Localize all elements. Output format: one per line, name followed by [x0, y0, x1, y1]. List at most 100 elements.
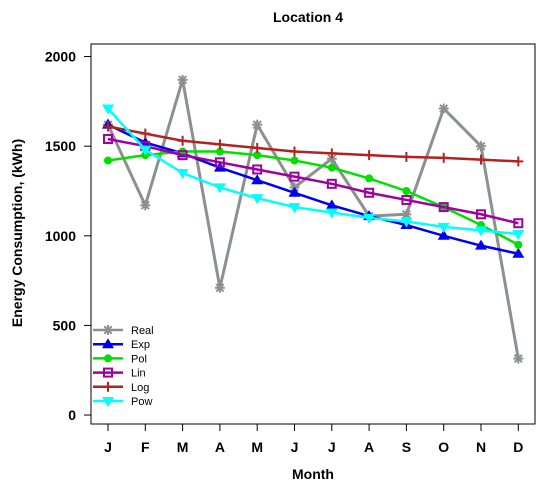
legend-label: Log: [131, 382, 149, 394]
legend-item-exp: Exp: [93, 338, 150, 351]
y-tick-label: 0: [68, 407, 76, 423]
data-point-real: [513, 353, 524, 364]
x-tick-label: A: [215, 439, 225, 455]
data-point-pol: [402, 186, 411, 195]
data-point-log: [438, 152, 449, 163]
series-line-log: [107, 125, 519, 163]
series-line-lin: [107, 137, 519, 225]
data-point-log: [364, 150, 375, 161]
series-layer: [102, 74, 525, 364]
x-tick-label: J: [104, 439, 112, 455]
legend-item-pol: Pol: [93, 353, 147, 365]
data-point-log: [103, 121, 113, 132]
legend-label: Lin: [131, 368, 146, 380]
legend-marker: [103, 367, 113, 378]
data-point-lin: [103, 134, 113, 144]
series-line-real: [106, 79, 520, 359]
legend-item-pow: Pow: [93, 396, 152, 408]
legend: Real Exp Pol Lin Log Pow: [93, 325, 154, 408]
data-point-pol: [365, 174, 374, 183]
legend-label: Real: [131, 325, 154, 337]
data-point-log: [326, 148, 337, 159]
legend-label: Pol: [131, 353, 147, 365]
x-tick-label: S: [402, 439, 411, 455]
data-point-real: [140, 200, 151, 211]
data-point-real: [476, 141, 486, 152]
y-tick-label: 1000: [45, 228, 76, 244]
series-line-exp: [107, 123, 519, 255]
data-point-pow: [512, 230, 525, 240]
data-point-pol: [253, 151, 262, 160]
x-tick-label: N: [476, 439, 486, 455]
data-point-log: [177, 135, 188, 146]
data-point-lin: [289, 171, 300, 182]
data-point-lin: [214, 157, 225, 168]
data-point-lin: [364, 187, 375, 198]
legend-marker: [102, 338, 114, 349]
data-point-real: [326, 153, 337, 164]
y-tick-label: 1500: [45, 138, 76, 154]
x-tick-label: F: [141, 439, 150, 455]
legend-marker: [103, 325, 113, 335]
legend-label: Pow: [131, 396, 152, 408]
data-point-log: [401, 151, 412, 162]
x-tick-label: M: [251, 439, 263, 455]
data-point-pow: [400, 217, 413, 228]
series-pow: [102, 104, 525, 240]
x-tick-label: J: [291, 439, 299, 455]
legend-item-log: Log: [93, 381, 149, 394]
legend-item-real: Real: [93, 325, 154, 337]
data-point-real: [177, 74, 188, 85]
data-point-pow: [251, 194, 264, 205]
data-point-real: [252, 119, 263, 130]
data-point-lin: [401, 194, 412, 205]
y-tick-label: 500: [53, 317, 77, 333]
data-point-exp: [288, 186, 301, 197]
data-point-pol: [514, 240, 523, 249]
data-point-real: [401, 209, 412, 220]
data-point-exp: [251, 174, 264, 185]
data-point-pow: [325, 208, 338, 219]
data-point-pow: [288, 203, 301, 214]
data-point-lin: [326, 178, 337, 189]
data-point-pow: [139, 145, 152, 156]
data-point-pol: [104, 156, 112, 165]
y-axis: 0 500 1000 1500 2000: [45, 49, 92, 423]
data-point-log: [513, 156, 524, 167]
data-point-pol: [327, 163, 336, 172]
x-tick-label: J: [328, 439, 336, 455]
data-point-pow: [437, 222, 450, 233]
series-line-pol: [107, 150, 519, 246]
data-point-exp: [512, 247, 525, 258]
data-point-lin: [438, 202, 449, 213]
series-line-pow: [107, 107, 519, 236]
series-log: [103, 121, 524, 167]
data-point-pol: [290, 156, 299, 165]
data-point-lin: [177, 150, 188, 161]
x-tick-label: O: [438, 439, 449, 455]
x-tick-label: A: [364, 439, 374, 455]
legend-marker: [104, 354, 112, 363]
data-point-exp: [325, 199, 338, 210]
data-point-pow: [102, 104, 114, 115]
data-point-real: [438, 103, 449, 114]
legend-marker: [102, 397, 114, 407]
legend-label: Exp: [131, 339, 150, 351]
legend-item-lin: Lin: [93, 367, 146, 380]
series-real: [103, 74, 524, 364]
data-point-lin: [252, 164, 263, 175]
data-point-log: [252, 142, 263, 153]
data-point-pow: [363, 213, 376, 224]
plot-frame: [90, 43, 536, 425]
data-point-log: [140, 128, 151, 139]
legend-marker: [103, 381, 113, 392]
data-point-pow: [475, 226, 487, 237]
chart-title: Location 4: [273, 9, 343, 25]
data-point-log: [214, 139, 225, 150]
data-point-lin: [513, 218, 524, 229]
x-tick-label: M: [177, 439, 189, 455]
data-point-real: [214, 282, 225, 293]
data-point-pow: [176, 169, 189, 180]
data-point-exp: [437, 229, 450, 240]
